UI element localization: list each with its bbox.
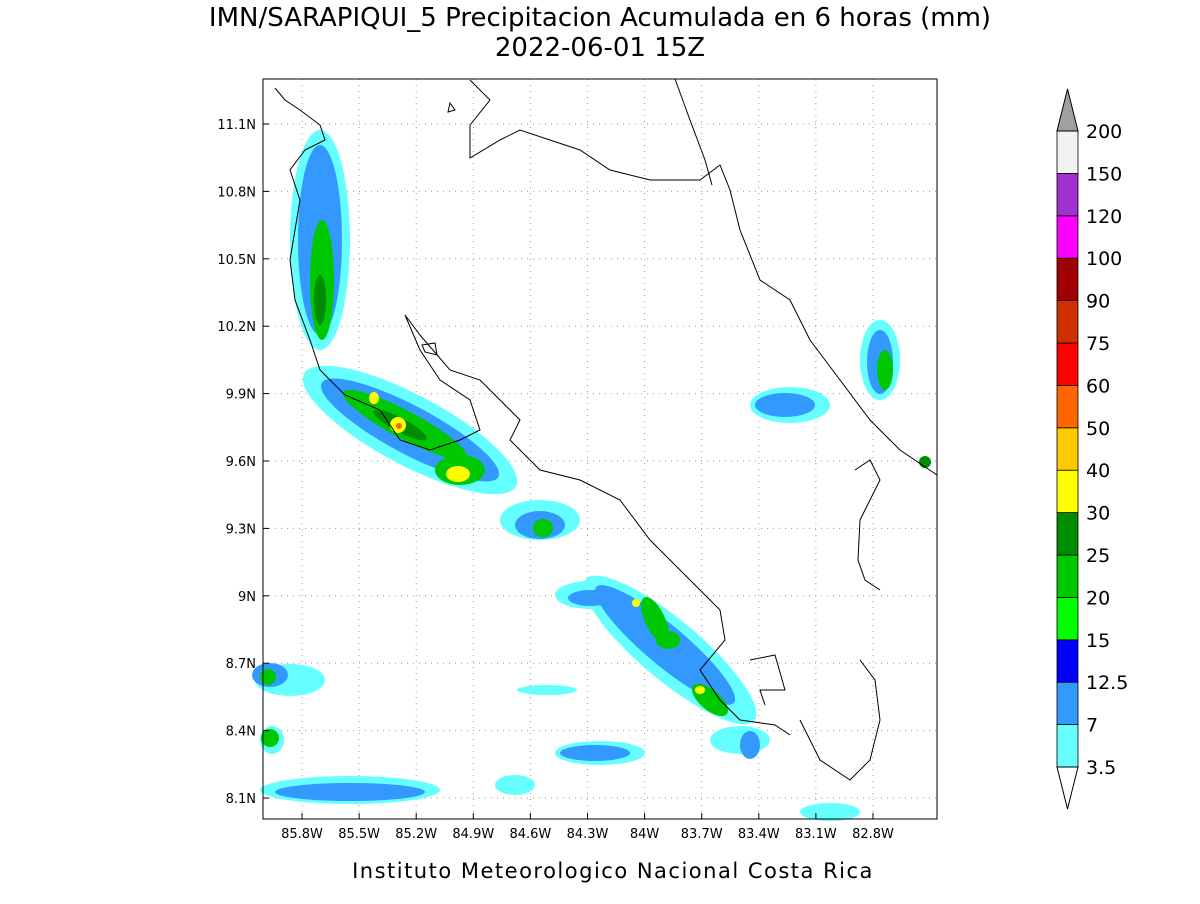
colorbar-swatch xyxy=(1056,342,1079,386)
colorbar-label: 60 xyxy=(1086,375,1110,397)
colorbar-swatch xyxy=(1056,257,1079,302)
lat-tick-label: 10.2N xyxy=(217,320,256,335)
colorbar-label: 15 xyxy=(1086,630,1110,652)
colorbar: 3.5 7 12.5 15 20 25 30 40 50 60 75 90 100 120 150 200 xyxy=(1056,88,1128,810)
colorbar-label: 100 xyxy=(1086,248,1122,270)
lon-tick-label: 84W xyxy=(630,827,660,842)
lon-tick-label: 83.1W xyxy=(795,827,837,842)
colorbar-swatch xyxy=(1056,384,1079,429)
lon-tick-label: 85.8W xyxy=(281,827,323,842)
lon-tick-label: 83.4W xyxy=(738,827,780,842)
lon-tick-label: 82.8W xyxy=(852,827,894,842)
lon-tick-label: 84.3W xyxy=(567,827,609,842)
colorbar-label: 7 xyxy=(1086,715,1098,737)
colorbar-swatch xyxy=(1056,427,1079,471)
lat-tick-label: 8.7N xyxy=(226,657,256,672)
colorbar-swatch xyxy=(1056,469,1079,514)
colorbar-swatch xyxy=(1056,130,1079,174)
lon-tick-label: 83.7W xyxy=(681,827,723,842)
precipitation xyxy=(252,130,931,821)
colorbar-label: 75 xyxy=(1086,333,1110,355)
colorbar-swatch xyxy=(1056,512,1079,556)
subtitle: 2022-06-01 15Z xyxy=(495,33,705,63)
lon-tick-label: 85.2W xyxy=(395,827,437,842)
lat-tick-label: 11.1N xyxy=(217,118,256,133)
colorbar-label: 20 xyxy=(1086,587,1110,609)
lat-tick-label: 10.5N xyxy=(217,253,256,268)
colorbar-swatch xyxy=(1056,300,1079,344)
colorbar-swatch xyxy=(1056,215,1079,259)
colorbar-swatch xyxy=(1056,724,1079,768)
lat-tick-label: 9.3N xyxy=(226,522,256,537)
colorbar-swatch xyxy=(1056,554,1079,598)
colorbar-label: 40 xyxy=(1086,460,1110,482)
colorbar-under xyxy=(1056,766,1079,810)
colorbar-label: 12.5 xyxy=(1086,672,1128,694)
colorbar-label: 90 xyxy=(1086,291,1110,313)
lat-tick-label: 9.6N xyxy=(226,455,256,470)
lat-tick-label: 10.8N xyxy=(217,185,256,200)
colorbar-label: 30 xyxy=(1086,503,1110,525)
map-frame xyxy=(262,78,938,820)
grid xyxy=(263,79,937,819)
lon-tick-label: 85.5W xyxy=(338,827,380,842)
lat-tick-label: 9.9N xyxy=(226,388,256,403)
colorbar-over xyxy=(1056,88,1079,132)
lon-tick-label: 84.9W xyxy=(452,827,494,842)
colorbar-label: 50 xyxy=(1086,418,1110,440)
title: IMN/SARAPIQUI_5 Precipitacion Acumulada … xyxy=(209,3,991,33)
colorbar-swatch xyxy=(1056,681,1079,726)
colorbar-label: 120 xyxy=(1086,206,1122,228)
coastline xyxy=(274,78,938,781)
footer: Instituto Meteorologico Nacional Costa R… xyxy=(352,859,874,883)
colorbar-swatch xyxy=(1056,639,1079,683)
lat-tick-label: 9N xyxy=(238,590,256,605)
colorbar-swatch xyxy=(1056,597,1079,641)
colorbar-label: 200 xyxy=(1086,121,1122,143)
colorbar-label: 3.5 xyxy=(1086,757,1116,779)
colorbar-swatch xyxy=(1056,172,1079,217)
lat-tick-label: 8.1N xyxy=(226,792,256,807)
lon-tick-label: 84.6W xyxy=(509,827,551,842)
colorbar-label: 150 xyxy=(1086,163,1122,185)
lat-tick-label: 8.4N xyxy=(226,725,256,740)
colorbar-label: 25 xyxy=(1086,545,1110,567)
